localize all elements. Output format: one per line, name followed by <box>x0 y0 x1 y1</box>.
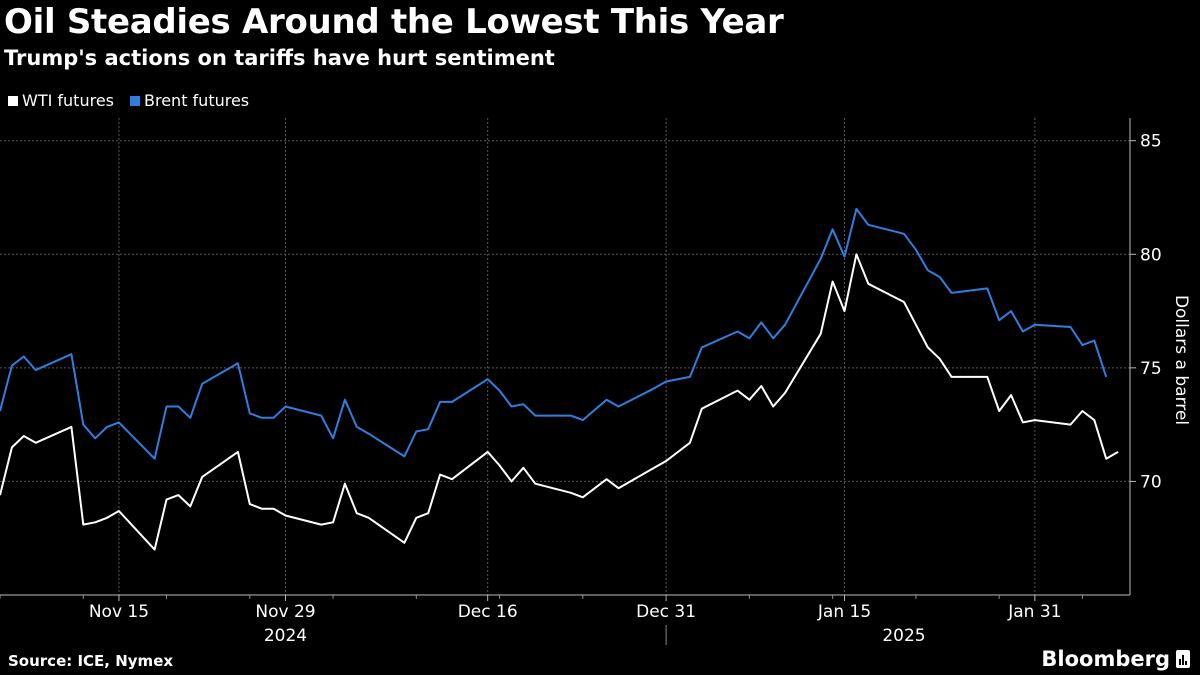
legend-label-wti: WTI futures <box>22 91 114 110</box>
legend: WTI futures Brent futures <box>8 91 249 110</box>
x-tick-label: Dec 31 <box>636 602 696 622</box>
y-tick-label: 85 <box>1140 132 1162 152</box>
x-tick-label: Nov 15 <box>89 602 149 622</box>
bar-chart-icon <box>1176 650 1190 668</box>
x-tick-label: Dec 16 <box>458 602 518 622</box>
chart-subtitle: Trump's actions on tariffs have hurt sen… <box>4 46 555 70</box>
chart-title: Oil Steadies Around the Lowest This Year <box>4 2 784 42</box>
brand: Bloomberg <box>1041 647 1190 671</box>
x-tick-label: Nov 29 <box>255 602 315 622</box>
bloomberg-logo: Bloomberg <box>1041 647 1170 671</box>
axes <box>0 118 1136 645</box>
year-label: 2025 <box>882 626 925 646</box>
legend-item-wti: WTI futures <box>8 91 114 110</box>
year-label: 2024 <box>264 626 307 646</box>
source-note: Source: ICE, Nymex <box>8 652 174 670</box>
legend-item-brent: Brent futures <box>130 91 249 110</box>
legend-swatch-brent <box>130 95 140 106</box>
y-tick-label: 80 <box>1140 245 1162 265</box>
y-axis-label: Dollars a barrel <box>1171 295 1191 425</box>
series-line-wti-futures <box>0 253 1119 551</box>
series-line-brent-futures <box>0 207 1108 460</box>
legend-label-brent: Brent futures <box>144 91 250 110</box>
y-tick-label: 70 <box>1140 472 1162 492</box>
x-tick-label: Jan 31 <box>1007 602 1061 622</box>
y-tick-label: 75 <box>1140 359 1162 379</box>
x-tick-label: Jan 15 <box>817 602 871 622</box>
legend-swatch-wti <box>8 95 18 106</box>
tick-labels: 70 75 80 85 Nov 15 Nov 29 Dec 16 Dec 31 Jan 15 Ja… <box>89 132 1162 646</box>
series-lines <box>0 207 1119 551</box>
gridlines <box>0 118 1130 595</box>
